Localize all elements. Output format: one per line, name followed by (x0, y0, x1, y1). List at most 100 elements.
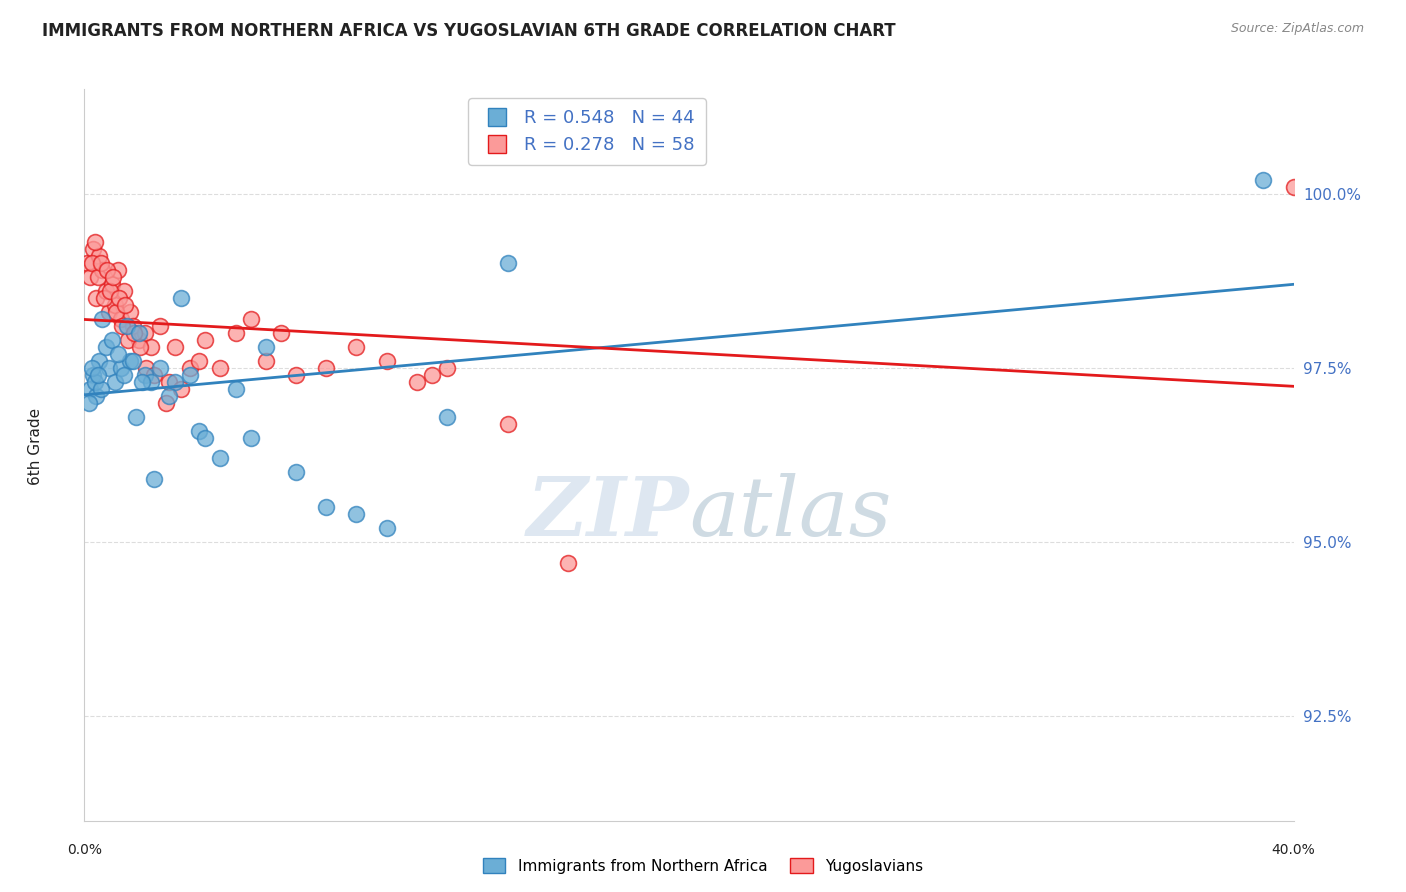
Point (285, 466, 308, 480)
Point (209, 451, 232, 466)
Point (90, 382, 112, 396)
Point (93, 291, 115, 305)
Point (165, 375, 187, 389)
Text: 6th Grade: 6th Grade (28, 408, 42, 484)
Text: atlas: atlas (689, 474, 891, 553)
Point (100, 277, 122, 292)
Point (117, 333, 139, 347)
Point (114, 298, 136, 312)
Point (79, 382, 101, 396)
Point (86, 291, 108, 305)
Legend: Immigrants from Northern Africa, Yugoslavians: Immigrants from Northern Africa, Yugosla… (477, 852, 929, 880)
Point (98, 284, 121, 298)
Text: ZIP: ZIP (526, 474, 689, 553)
Point (87, 368, 110, 382)
Point (188, 424, 211, 438)
Point (157, 375, 180, 389)
Point (110, 360, 132, 375)
Point (112, 368, 135, 382)
Point (110, 312, 132, 326)
Point (86, 389, 108, 403)
Point (225, 382, 247, 396)
Point (165, 340, 187, 354)
Point (131, 375, 153, 389)
Point (118, 305, 141, 319)
Point (112, 284, 135, 298)
Point (89, 249, 111, 263)
Point (76, 256, 98, 270)
Point (142, 472, 165, 486)
Point (96, 263, 118, 277)
Point (84, 235, 107, 250)
Point (118, 354, 141, 368)
Text: IMMIGRANTS FROM NORTHERN AFRICA VS YUGOSLAVIAN 6TH GRADE CORRELATION CHART: IMMIGRANTS FROM NORTHERN AFRICA VS YUGOS… (42, 22, 896, 40)
Text: 40.0%: 40.0% (1271, 843, 1316, 857)
Point (179, 368, 201, 382)
Point (122, 326, 145, 340)
Point (406, 375, 429, 389)
Point (100, 333, 122, 347)
Point (194, 430, 217, 444)
Point (436, 409, 458, 424)
Point (188, 354, 211, 368)
Point (115, 319, 138, 334)
Point (1253, 173, 1275, 187)
Point (90, 256, 112, 270)
Point (149, 360, 172, 375)
Point (157, 389, 180, 403)
Point (139, 375, 162, 389)
Point (557, 556, 579, 570)
Point (101, 270, 124, 285)
Point (170, 291, 193, 305)
Text: Source: ZipAtlas.com: Source: ZipAtlas.com (1230, 22, 1364, 36)
Point (84, 375, 107, 389)
Point (80, 256, 103, 270)
Point (128, 333, 150, 347)
Point (80, 360, 103, 375)
Point (79, 270, 101, 285)
Point (155, 395, 177, 409)
Point (107, 263, 129, 277)
Point (239, 312, 262, 326)
Point (179, 360, 201, 375)
Text: 0.0%: 0.0% (67, 843, 101, 857)
Point (270, 326, 292, 340)
Point (134, 326, 156, 340)
Point (225, 326, 247, 340)
Point (111, 319, 134, 334)
Point (91, 312, 114, 326)
Point (1282, 179, 1305, 194)
Point (254, 354, 277, 368)
Point (129, 340, 152, 354)
Point (134, 368, 156, 382)
Point (121, 319, 143, 334)
Point (142, 368, 165, 382)
Point (346, 507, 368, 521)
Point (135, 360, 157, 375)
Point (170, 382, 193, 396)
Legend: R = 0.548   N = 44, R = 0.278   N = 58: R = 0.548 N = 44, R = 0.278 N = 58 (468, 98, 706, 165)
Point (89, 354, 111, 368)
Point (496, 417, 519, 431)
Point (149, 319, 172, 334)
Point (128, 326, 150, 340)
Point (285, 368, 308, 382)
Point (125, 409, 148, 424)
Point (239, 430, 262, 444)
Point (194, 333, 217, 347)
Point (94, 340, 117, 354)
Point (108, 291, 131, 305)
Point (107, 347, 129, 361)
Point (139, 340, 162, 354)
Point (315, 500, 337, 515)
Point (209, 360, 232, 375)
Point (94, 284, 117, 298)
Point (97, 305, 120, 319)
Point (82, 368, 104, 382)
Point (346, 340, 368, 354)
Point (254, 340, 277, 354)
Point (97, 360, 120, 375)
Point (315, 360, 337, 375)
Point (77, 395, 100, 409)
Point (121, 354, 143, 368)
